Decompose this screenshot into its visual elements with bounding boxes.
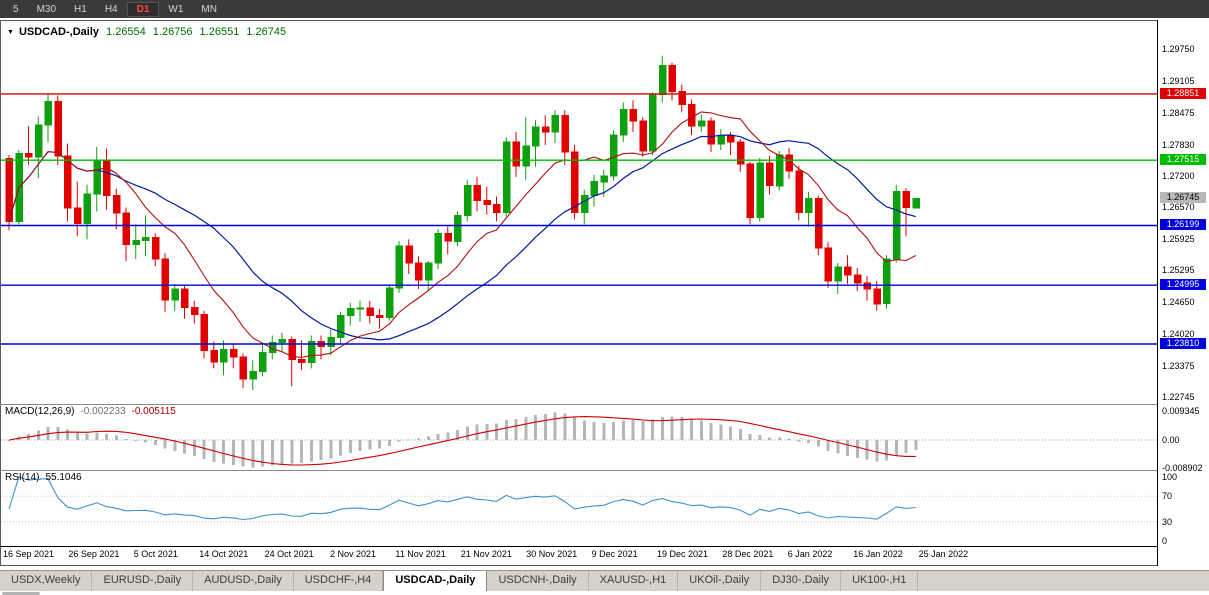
rsi-axis-tick: 100 bbox=[1162, 472, 1178, 482]
price-level-badge: 1.24995 bbox=[1160, 279, 1206, 291]
chart-tab-usdx-weekly[interactable]: USDX,Weekly bbox=[0, 571, 93, 591]
chart-tab-audusd-daily[interactable]: AUDUSD-,Daily bbox=[193, 571, 294, 591]
x-axis-label: 28 Dec 2021 bbox=[722, 549, 774, 559]
current-price-badge: 1.26745 bbox=[1160, 192, 1206, 204]
chart-tab-usdcnh-daily[interactable]: USDCNH-,Daily bbox=[487, 571, 589, 591]
macd-name: MACD(12,26,9) bbox=[5, 406, 75, 417]
x-axis-label: 9 Dec 2021 bbox=[591, 549, 638, 559]
y-axis-tick: 1.27830 bbox=[1162, 139, 1195, 150]
timeframe-button-mn[interactable]: MN bbox=[201, 3, 217, 15]
title-low-value: 1.26551 bbox=[199, 26, 240, 38]
price-level-badge: 1.26199 bbox=[1160, 219, 1206, 231]
horizontal-scrollbar[interactable] bbox=[2, 592, 40, 595]
chart-tab-bar: USDX,Weekly EURUSD-,Daily AUDUSD-,Daily USD… bbox=[0, 570, 1209, 591]
price-level-badge: 1.23810 bbox=[1160, 337, 1206, 349]
price-chart-canvas[interactable] bbox=[1, 22, 1157, 404]
ma-slow-line[interactable] bbox=[8, 134, 916, 341]
x-axis-label: 16 Sep 2021 bbox=[3, 549, 55, 559]
pane-separator-rsi[interactable] bbox=[0, 470, 1157, 471]
candles-layer bbox=[5, 55, 920, 391]
chart-tab-ukoil-daily[interactable]: UKOil-,Daily bbox=[678, 571, 762, 591]
chart-title: ▼ USDCAD-,Daily 1.26554 1.26756 1.26551 … bbox=[7, 26, 286, 38]
x-axis-label: 5 Oct 2021 bbox=[133, 549, 178, 559]
pane-separator-macd[interactable] bbox=[0, 404, 1157, 405]
macd-signal-line bbox=[8, 416, 916, 466]
y-axis-tick: 1.22745 bbox=[1162, 391, 1195, 402]
ma-fast-line[interactable] bbox=[8, 111, 917, 359]
price-level-badge: 1.27515 bbox=[1160, 154, 1206, 166]
title-high-value: 1.26756 bbox=[152, 26, 193, 38]
x-axis-line bbox=[0, 546, 1157, 547]
y-axis-tick: 1.28475 bbox=[1162, 107, 1195, 118]
rsi-axis-tick: 0 bbox=[1162, 536, 1168, 546]
chart-tab-eurusd-daily[interactable]: EURUSD-,Daily bbox=[92, 571, 194, 591]
macd-axis-tick: 0.009345 bbox=[1162, 406, 1200, 416]
y-axis-tick: 1.24650 bbox=[1162, 297, 1195, 308]
timeframe-button-w1[interactable]: W1 bbox=[168, 3, 184, 15]
x-axis-label: 25 Jan 2022 bbox=[918, 549, 969, 559]
rsi-name: RSI(14) bbox=[5, 472, 40, 483]
timeframe-button-h4[interactable]: H4 bbox=[104, 3, 118, 15]
rsi-line bbox=[8, 476, 916, 521]
timeframe-toolbar: 5 M30 H1 H4 D1 W1 MN bbox=[0, 0, 1209, 18]
rsi-canvas[interactable] bbox=[1, 470, 1157, 546]
macd-main-value: -0.002233 bbox=[80, 406, 126, 417]
title-open-value: 1.26554 bbox=[106, 26, 146, 38]
x-axis-label: 21 Nov 2021 bbox=[460, 549, 512, 559]
chart-tab-uk100-h1[interactable]: UK100-,H1 bbox=[841, 571, 919, 591]
timeframe-button-m30[interactable]: M30 bbox=[36, 3, 57, 15]
chart-tab-xauusd-h1[interactable]: XAUUSD-,H1 bbox=[589, 571, 679, 591]
x-axis-label: 6 Jan 2022 bbox=[787, 549, 833, 559]
x-axis-label: 30 Nov 2021 bbox=[526, 549, 578, 559]
y-axis-tick: 1.25925 bbox=[1162, 234, 1195, 245]
price-axis[interactable]: 1.29750 1.29105 1.28475 1.27830 1.27200 1.265… bbox=[1157, 20, 1209, 566]
chart-tab-usdchf-h4[interactable]: USDCHF-,H4 bbox=[294, 571, 384, 591]
y-axis-tick: 1.27200 bbox=[1162, 170, 1195, 181]
x-axis-label: 19 Dec 2021 bbox=[657, 549, 709, 559]
chart-symbol-label: USDCAD-,Daily bbox=[18, 26, 100, 38]
date-axis[interactable]: 16 Sep 2021 26 Sep 2021 5 Oct 2021 14 Oct 2… bbox=[0, 548, 1157, 564]
rsi-axis-tick: 70 bbox=[1162, 491, 1173, 502]
price-level-badge: 1.28851 bbox=[1160, 87, 1206, 99]
y-axis-tick: 1.29750 bbox=[1162, 44, 1195, 55]
chart-tab-dj30-daily[interactable]: DJ30-,Daily bbox=[761, 571, 842, 591]
rsi-label: RSI(14) 55.1046 bbox=[5, 472, 82, 483]
x-axis-label: 26 Sep 2021 bbox=[68, 549, 120, 559]
macd-label: MACD(12,26,9) -0.002233 -0.005115 bbox=[5, 406, 176, 417]
macd-canvas[interactable] bbox=[1, 404, 1157, 470]
x-axis-label: 2 Nov 2021 bbox=[330, 549, 377, 559]
x-axis-label: 16 Jan 2022 bbox=[853, 549, 903, 559]
macd-histogram bbox=[7, 412, 918, 468]
title-close-value: 1.26745 bbox=[246, 26, 287, 38]
symbol-marker-icon: ▼ bbox=[7, 28, 14, 36]
y-axis-tick: 1.23375 bbox=[1162, 360, 1195, 371]
y-axis-tick: 1.24020 bbox=[1162, 328, 1195, 339]
x-axis-label: 24 Oct 2021 bbox=[264, 549, 314, 559]
timeframe-button-h1[interactable]: H1 bbox=[74, 3, 87, 15]
y-axis-tick: 1.29105 bbox=[1162, 76, 1195, 87]
y-axis-tick: 1.26570 bbox=[1162, 202, 1195, 213]
chart-tab-usdcad-daily[interactable]: USDCAD-,Daily bbox=[383, 571, 488, 591]
macd-signal-value: -0.005115 bbox=[131, 406, 176, 417]
x-axis-label: 11 Nov 2021 bbox=[395, 549, 446, 559]
y-axis-tick: 1.25295 bbox=[1162, 265, 1195, 276]
timeframe-button-d1[interactable]: D1 bbox=[126, 1, 160, 17]
rsi-axis-tick: 30 bbox=[1162, 516, 1173, 527]
timeframe-button-5[interactable]: 5 bbox=[13, 3, 19, 15]
chart-window bbox=[0, 20, 1207, 566]
macd-axis-tick: -0.008902 bbox=[1162, 462, 1203, 473]
rsi-value: 55.1046 bbox=[45, 472, 82, 483]
x-axis-label: 14 Oct 2021 bbox=[199, 549, 249, 559]
macd-axis-tick: 0.00 bbox=[1162, 435, 1180, 445]
